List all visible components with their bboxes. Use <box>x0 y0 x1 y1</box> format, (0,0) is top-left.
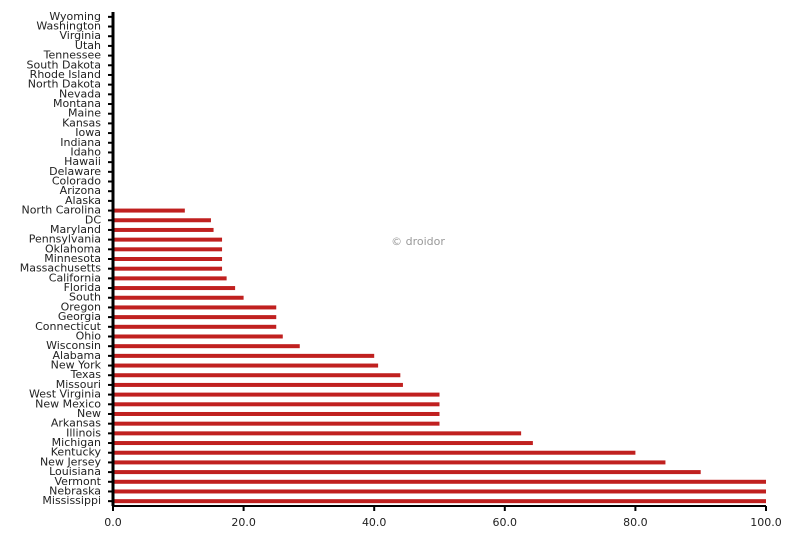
y-tick-label: Oregon <box>61 300 101 313</box>
y-tick-label: New York <box>51 359 102 372</box>
y-tick-label: Maryland <box>50 223 101 236</box>
y-tick-label: Connecticut <box>35 320 102 333</box>
bar <box>113 305 277 310</box>
y-tick-label: Nebraska <box>49 484 101 497</box>
y-tick-label: Mississippi <box>42 494 101 507</box>
bar <box>113 489 766 494</box>
x-tick-label: 80.0 <box>623 516 648 529</box>
bar <box>113 411 440 416</box>
bar <box>113 315 277 320</box>
y-tick-label: Texas <box>70 368 102 381</box>
y-tick-label: Maine <box>68 107 101 120</box>
y-tick-label: Minnesota <box>44 252 101 265</box>
bar <box>113 373 401 378</box>
y-tick-label: Louisiana <box>49 465 101 478</box>
y-tick-label: Iowa <box>75 126 101 139</box>
bar <box>113 295 244 300</box>
bar <box>113 431 522 436</box>
x-tick-label: 60.0 <box>493 516 518 529</box>
y-tick-label: Colorado <box>52 175 101 188</box>
y-tick-label: DC <box>85 213 101 226</box>
y-tick-label: Indiana <box>60 136 101 149</box>
bar <box>113 421 440 426</box>
bar <box>113 334 283 339</box>
bar <box>113 450 636 455</box>
y-tick-label: Oklahoma <box>45 242 101 255</box>
y-tick-label: Michigan <box>52 436 101 449</box>
x-tick-label: 40.0 <box>362 516 387 529</box>
y-tick-label: Arkansas <box>51 417 101 430</box>
bar <box>113 237 223 242</box>
y-tick-label: Hawaii <box>64 155 101 168</box>
y-tick-label: Nevada <box>59 87 101 100</box>
y-tick-label: Pennsylvania <box>29 233 101 246</box>
y-tick-label: Vermont <box>55 475 102 488</box>
bar <box>113 353 375 358</box>
bar <box>113 460 666 465</box>
y-tick-label: Delaware <box>49 165 101 178</box>
bar <box>113 324 277 329</box>
bar <box>113 266 223 271</box>
y-tick-label: Wyoming <box>49 10 101 23</box>
y-tick-label: Alaska <box>65 194 101 207</box>
bar <box>113 276 227 281</box>
x-tick-label: 0.0 <box>104 516 122 529</box>
y-tick-label: North Dakota <box>28 78 101 91</box>
y-tick-label: South <box>69 291 101 304</box>
bar <box>113 247 223 252</box>
y-tick-label: South Dakota <box>27 58 101 71</box>
y-tick-label: Florida <box>64 281 101 294</box>
bar <box>113 392 440 397</box>
y-tick-label: New <box>77 407 101 420</box>
bar <box>113 479 766 484</box>
watermark: © droidor <box>391 235 445 248</box>
y-tick-label: Kansas <box>62 116 101 129</box>
y-tick-label: Tennessee <box>43 49 102 62</box>
y-tick-label: New Mexico <box>35 397 101 410</box>
bar <box>113 227 214 232</box>
y-tick-label: Utah <box>75 39 101 52</box>
bar <box>113 382 403 387</box>
x-tick-label: 100.0 <box>750 516 782 529</box>
y-tick-label: Illinois <box>66 426 101 439</box>
bar <box>113 286 236 291</box>
bar <box>113 208 185 213</box>
y-tick-label: Washington <box>36 20 101 33</box>
y-tick-label: Kentucky <box>51 446 102 459</box>
x-tick-label: 20.0 <box>231 516 256 529</box>
y-tick-label: Idaho <box>70 145 101 158</box>
y-tick-label: West Virginia <box>29 388 101 401</box>
bar <box>113 257 223 261</box>
y-tick-label: Rhode Island <box>30 68 101 81</box>
bar <box>113 218 211 223</box>
y-tick-label: California <box>49 271 101 284</box>
bar <box>113 344 300 349</box>
y-tick-label: Missouri <box>56 378 101 391</box>
y-tick-label: Wisconsin <box>46 339 101 352</box>
bar <box>113 499 766 504</box>
bar <box>113 402 440 407</box>
y-tick-label: Massachusetts <box>20 262 102 275</box>
y-tick-label: Virginia <box>60 29 101 42</box>
bar <box>113 470 701 475</box>
y-tick-label: Alabama <box>52 349 101 362</box>
y-tick-label: Ohio <box>76 329 102 342</box>
y-tick-label: Georgia <box>58 310 101 323</box>
bar <box>113 363 379 368</box>
y-tick-label: Montana <box>53 97 101 110</box>
bar <box>113 441 533 446</box>
y-tick-label: New Jersey <box>40 455 102 468</box>
y-tick-label: Arizona <box>60 184 101 197</box>
y-tick-label: North Carolina <box>21 204 101 217</box>
